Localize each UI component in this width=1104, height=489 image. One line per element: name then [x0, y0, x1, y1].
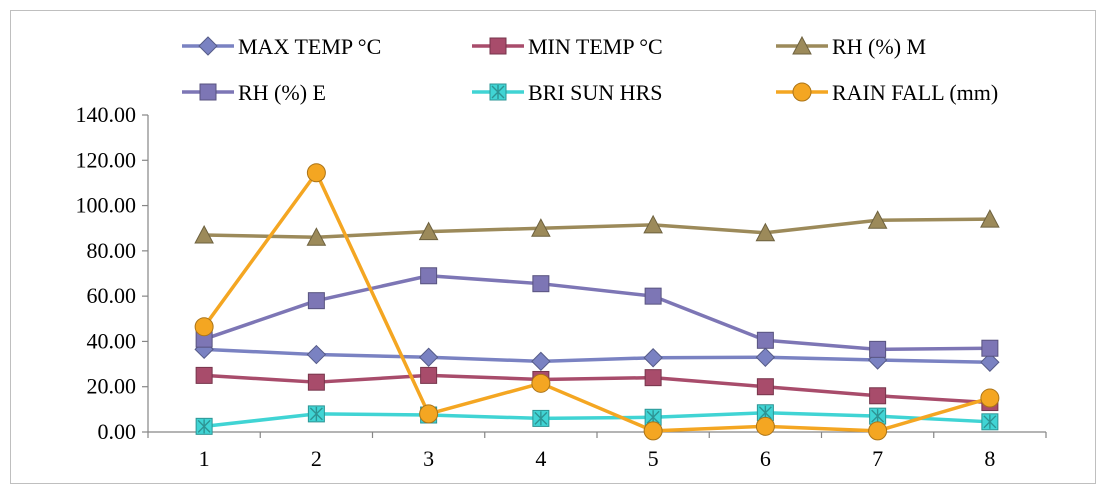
data-point-marker: [420, 366, 438, 384]
series-line: [204, 347, 990, 365]
series-3: [194, 209, 1000, 246]
data-point-marker: [869, 407, 887, 425]
x-tick-label: 5: [648, 446, 659, 471]
y-tick-label: 20.00: [87, 374, 137, 399]
data-point-marker: [420, 267, 438, 285]
series-5: [195, 404, 999, 435]
legend-item: BRI SUN HRS: [472, 80, 662, 105]
data-point-marker-star: [534, 411, 548, 426]
y-tick-label: 80.00: [87, 238, 137, 263]
chart-axes: 0.00 20.00 40.00 60.00 80.00 100.00 120.00 140.…: [76, 102, 1047, 471]
legend-marker: [489, 37, 507, 55]
data-point-marker: [981, 339, 999, 357]
legend-marker: [198, 36, 218, 56]
x-tick-label: 3: [423, 446, 434, 471]
data-point-marker: [644, 408, 662, 426]
series-line: [204, 373, 990, 405]
legend-item: MAX TEMP °C: [182, 34, 381, 59]
data-point-marker: [306, 227, 327, 246]
series-line: [202, 170, 991, 433]
data-point-marker: [980, 352, 1000, 372]
legend-item: RAIN FALL (mm): [776, 80, 998, 105]
series-line: [203, 274, 990, 352]
legend-marker: [489, 83, 507, 101]
data-point-marker: [307, 405, 325, 423]
data-point-marker: [644, 287, 662, 305]
data-point-marker: [756, 378, 774, 396]
data-point-marker: [756, 331, 774, 349]
data-point-marker: [867, 210, 888, 229]
legend-label: RH (%) E: [238, 80, 326, 105]
legend-label: RH (%) M: [832, 34, 926, 59]
x-tick-label: 1: [199, 446, 210, 471]
data-point-marker: [755, 416, 775, 436]
data-point-marker-star: [309, 406, 323, 421]
series-6: [194, 163, 1000, 441]
legend-item: MIN TEMP °C: [472, 34, 663, 59]
data-point-marker: [643, 348, 663, 368]
data-point-marker: [643, 421, 663, 441]
legend-label: MAX TEMP °C: [238, 34, 381, 59]
data-point-marker: [418, 221, 439, 241]
data-point-marker: [980, 388, 1000, 408]
data-point-marker: [532, 275, 550, 293]
legend-marker-star: [491, 85, 505, 99]
data-point-marker: [531, 351, 551, 372]
data-point-marker: [307, 292, 325, 310]
data-point-marker-star: [871, 409, 885, 424]
chart-legend: MAX TEMP °C MIN TEMP °C RH (%) M RH (%) E BR…: [182, 34, 998, 105]
series-1: [194, 339, 1000, 372]
data-point-marker: [869, 340, 887, 358]
legend-marker: [792, 82, 812, 102]
legend-marker: [792, 35, 812, 55]
data-point-marker: [418, 347, 439, 367]
data-point-marker: [980, 209, 1000, 228]
series-2: [195, 366, 999, 412]
chart-frame: [10, 10, 1096, 484]
x-tick-label: 8: [984, 446, 995, 471]
y-tick-label: 140.00: [76, 102, 137, 127]
series-layer: [194, 163, 1000, 441]
data-point-marker: [532, 409, 550, 427]
data-point-marker: [195, 366, 213, 384]
legend-label: MIN TEMP °C: [528, 34, 663, 59]
x-tick-label: 4: [535, 446, 546, 471]
y-tick-label: 40.00: [87, 328, 137, 353]
data-point-marker-star: [983, 414, 997, 429]
data-point-marker: [869, 387, 887, 405]
data-point-marker-star: [197, 419, 211, 434]
series-4: [195, 267, 999, 358]
legend-item: RH (%) E: [182, 80, 326, 105]
x-tick-label: 6: [760, 446, 771, 471]
y-tick-label: 100.00: [76, 193, 137, 218]
data-point-marker: [194, 317, 214, 337]
data-point-marker: [306, 344, 327, 365]
data-point-marker: [195, 417, 213, 435]
data-point-marker: [531, 373, 551, 393]
x-tick-label: 7: [872, 446, 883, 471]
data-point-marker: [981, 413, 999, 431]
data-point-marker: [644, 369, 662, 387]
legend-marker: [199, 83, 217, 101]
x-tick-label: 2: [311, 446, 322, 471]
y-tick-label: 0.00: [98, 419, 137, 444]
data-point-marker: [419, 404, 439, 424]
data-point-marker: [755, 347, 776, 367]
data-point-marker: [755, 222, 776, 242]
data-point-marker: [868, 421, 888, 441]
series-line: [203, 411, 990, 429]
data-point-marker: [307, 373, 325, 391]
legend-label: RAIN FALL (mm): [832, 80, 998, 105]
data-point-marker: [194, 224, 214, 244]
legend-item: RH (%) M: [776, 34, 926, 59]
data-point-marker: [531, 218, 551, 237]
y-tick-label: 120.00: [76, 147, 137, 172]
y-tick-label: 60.00: [87, 283, 137, 308]
data-point-marker: [306, 163, 326, 183]
series-line: [204, 217, 990, 240]
data-point-marker: [643, 214, 663, 234]
legend-label: BRI SUN HRS: [528, 80, 662, 105]
